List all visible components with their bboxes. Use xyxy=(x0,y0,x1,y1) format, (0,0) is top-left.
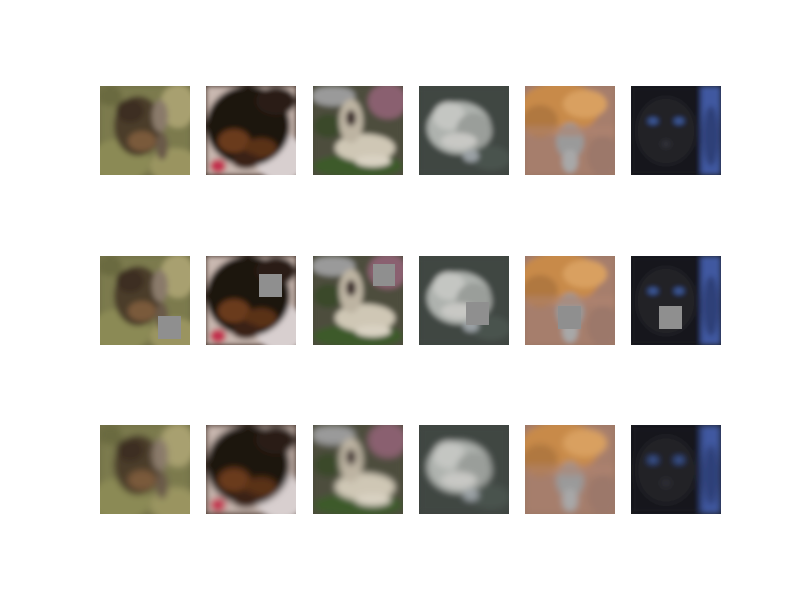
black-tan-dog-image xyxy=(206,256,296,345)
white-cat-image xyxy=(419,86,509,175)
mask-patch xyxy=(373,264,395,286)
image-tile-masked-black-cat xyxy=(631,256,721,345)
image-tile-original-black-cat xyxy=(631,86,721,175)
tabby-cat-image xyxy=(100,425,190,514)
black-tan-dog-image xyxy=(206,425,296,514)
white-cat-image xyxy=(419,256,509,345)
orange-cat-image xyxy=(525,256,615,345)
image-tile-original-black-tan-dog xyxy=(206,86,296,175)
black-tan-dog-image xyxy=(206,86,296,175)
black-cat-image xyxy=(631,256,721,345)
white-terrier-image xyxy=(313,425,403,514)
mask-patch xyxy=(259,274,282,297)
mask-patch xyxy=(659,306,682,329)
image-tile-original-white-cat xyxy=(419,86,509,175)
white-terrier-image xyxy=(313,256,403,345)
image-tile-masked-white-cat xyxy=(419,256,509,345)
image-tile-original-tabby-cat xyxy=(100,86,190,175)
image-tile-reconstructed-tabby-cat xyxy=(100,425,190,514)
image-tile-masked-tabby-cat xyxy=(100,256,190,345)
orange-cat-image xyxy=(525,425,615,514)
image-tile-original-white-terrier xyxy=(313,86,403,175)
mask-patch xyxy=(466,302,489,325)
image-tile-original-orange-cat xyxy=(525,86,615,175)
mask-patch xyxy=(558,306,581,329)
image-tile-reconstructed-orange-cat xyxy=(525,425,615,514)
image-tile-reconstructed-black-cat xyxy=(631,425,721,514)
tabby-cat-image xyxy=(100,256,190,345)
orange-cat-image xyxy=(525,86,615,175)
image-tile-masked-orange-cat xyxy=(525,256,615,345)
image-tile-reconstructed-black-tan-dog xyxy=(206,425,296,514)
white-terrier-image xyxy=(313,86,403,175)
tabby-cat-image xyxy=(100,86,190,175)
image-tile-reconstructed-white-cat xyxy=(419,425,509,514)
white-cat-image xyxy=(419,425,509,514)
image-tile-reconstructed-white-terrier xyxy=(313,425,403,514)
black-cat-image xyxy=(631,425,721,514)
black-cat-image xyxy=(631,86,721,175)
mask-patch xyxy=(158,316,181,339)
image-tile-masked-white-terrier xyxy=(313,256,403,345)
image-tile-masked-black-tan-dog xyxy=(206,256,296,345)
